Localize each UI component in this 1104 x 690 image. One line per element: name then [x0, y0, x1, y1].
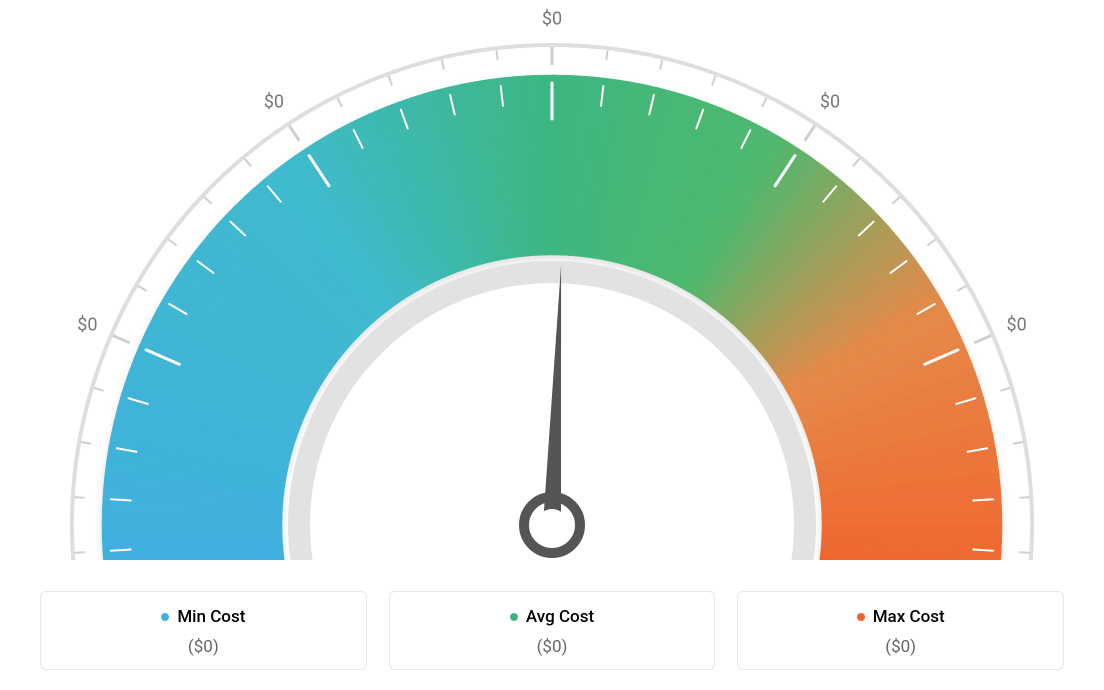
legend-label-min: Min Cost: [177, 607, 245, 627]
legend-title-avg: Avg Cost: [510, 607, 594, 627]
legend-dot-min: [161, 613, 169, 621]
legend-label-avg: Avg Cost: [526, 607, 594, 627]
gauge-tick-label: $0: [542, 9, 562, 30]
legend-value-max: ($0): [748, 637, 1053, 657]
gauge-tick-label: $0: [264, 92, 284, 113]
gauge-chart-container: $0$0$0$0$0$0$0 Min Cost ($0) Avg Cost ($…: [0, 0, 1104, 690]
legend-value-min: ($0): [51, 637, 356, 657]
legend-card-avg: Avg Cost ($0): [389, 591, 716, 670]
gauge-svg: [0, 0, 1104, 560]
gauge-area: $0$0$0$0$0$0$0: [0, 0, 1104, 560]
legend-card-min: Min Cost ($0): [40, 591, 367, 670]
gauge-tick-label: $0: [1006, 314, 1026, 335]
gauge-tick-label: $0: [820, 92, 840, 113]
legend-card-max: Max Cost ($0): [737, 591, 1064, 670]
legend-title-max: Max Cost: [857, 607, 945, 627]
legend-title-min: Min Cost: [161, 607, 245, 627]
legend-value-avg: ($0): [400, 637, 705, 657]
legend-row: Min Cost ($0) Avg Cost ($0) Max Cost ($0…: [40, 591, 1064, 670]
gauge-tick-label: $0: [77, 314, 97, 335]
legend-dot-avg: [510, 613, 518, 621]
legend-label-max: Max Cost: [873, 607, 945, 627]
legend-dot-max: [857, 613, 865, 621]
